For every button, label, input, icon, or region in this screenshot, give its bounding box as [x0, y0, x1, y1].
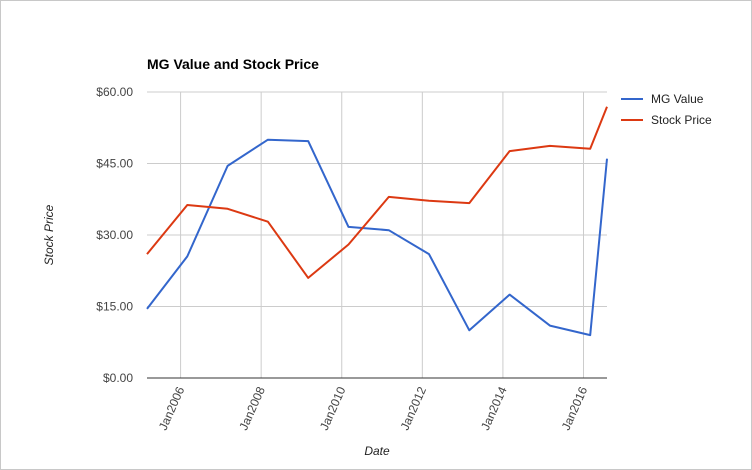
x-tick-label: Jan2008 [236, 384, 268, 432]
y-tick-label: $0.00 [103, 371, 133, 385]
legend-label-stock-price: Stock Price [651, 113, 712, 127]
series-line-stock-price [146, 106, 608, 279]
legend-label-mg-value: MG Value [651, 92, 704, 106]
chart-title: MG Value and Stock Price [147, 56, 319, 72]
y-tick-label: $45.00 [96, 157, 133, 171]
x-tick-label: Jan2012 [398, 384, 430, 432]
grid [147, 91, 607, 378]
y-tick-label: $30.00 [96, 228, 133, 242]
x-tick-label: Jan2016 [559, 384, 591, 432]
legend: MG Value Stock Price [621, 92, 712, 127]
y-axis-title: Stock Price [42, 204, 56, 265]
x-tick-label: Jan2014 [478, 384, 510, 432]
x-axis-title: Date [364, 444, 390, 458]
y-tick-label: $60.00 [96, 85, 133, 99]
series-line-mg-value [146, 138, 608, 337]
x-tick-label: Jan2010 [317, 384, 349, 432]
x-tick-label: Jan2006 [156, 384, 188, 432]
y-tick-label: $15.00 [96, 300, 133, 314]
tick-labels: $0.00 $15.00 $30.00 $45.00 $60.00 Jan2006 Jan2… [96, 85, 590, 432]
series-lines [146, 106, 608, 337]
